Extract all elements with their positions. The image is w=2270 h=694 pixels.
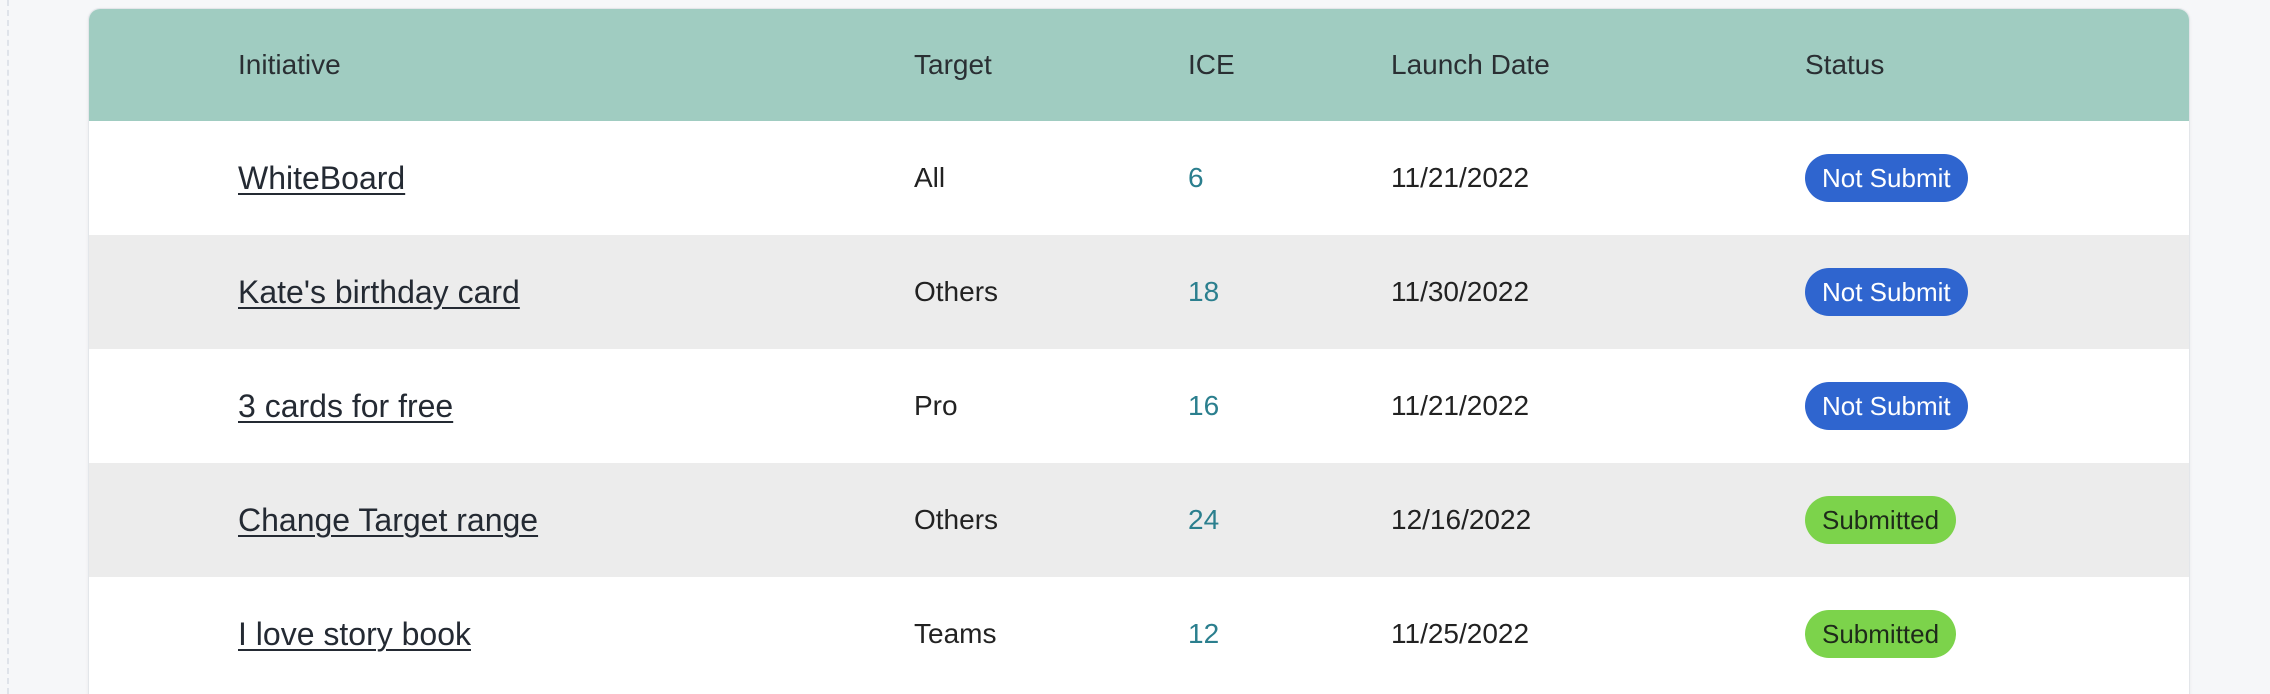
launch-date-cell: 11/25/2022 [1391, 618, 1530, 649]
ice-score: 6 [1188, 162, 1204, 193]
initiative-link[interactable]: WhiteBoard [238, 159, 406, 196]
table-header-row: Initiative Target ICE Launch Date Status [89, 9, 2189, 121]
initiative-link[interactable]: I love story book [238, 615, 471, 652]
initiative-link[interactable]: Kate's birthday card [238, 273, 520, 310]
target-cell: Others [914, 504, 999, 535]
ice-score: 24 [1188, 504, 1220, 535]
target-cell: Pro [914, 390, 958, 421]
launch-date-cell: 11/21/2022 [1391, 390, 1530, 421]
header-ice: ICE [1188, 49, 1235, 80]
header-launch-date: Launch Date [1391, 49, 1550, 80]
ice-score: 12 [1188, 618, 1220, 649]
ice-score: 18 [1188, 276, 1220, 307]
initiative-link[interactable]: Change Target range [238, 501, 539, 538]
launch-date-cell: 12/16/2022 [1391, 504, 1532, 535]
table-row: I love story book Teams 12 11/25/2022 Su… [89, 577, 2189, 691]
status-badge[interactable]: Not Submit [1805, 268, 1968, 316]
target-cell: All [914, 162, 946, 193]
status-badge[interactable]: Not Submit [1805, 154, 1968, 202]
status-badge[interactable]: Submitted [1805, 496, 1957, 544]
header-target: Target [914, 49, 992, 80]
target-cell: Teams [914, 618, 997, 649]
initiative-link[interactable]: 3 cards for free [238, 387, 454, 424]
launch-date-cell: 11/30/2022 [1391, 276, 1530, 307]
initiatives-table: Initiative Target ICE Launch Date Status… [88, 8, 2190, 694]
table-row: 3 cards for free Pro 16 11/21/2022 Not S… [89, 349, 2189, 463]
table-row: Kate's birthday card Others 18 11/30/202… [89, 235, 2189, 349]
status-badge[interactable]: Submitted [1805, 610, 1957, 658]
header-initiative: Initiative [238, 49, 341, 80]
status-badge[interactable]: Not Submit [1805, 382, 1968, 430]
dashed-guide-line [7, 0, 9, 694]
header-status: Status [1805, 49, 1885, 80]
ice-score: 16 [1188, 390, 1220, 421]
table-row: Change Target range Others 24 12/16/2022… [89, 463, 2189, 577]
target-cell: Others [914, 276, 999, 307]
launch-date-cell: 11/21/2022 [1391, 162, 1530, 193]
table-row: WhiteBoard All 6 11/21/2022 Not Submit [89, 121, 2189, 235]
